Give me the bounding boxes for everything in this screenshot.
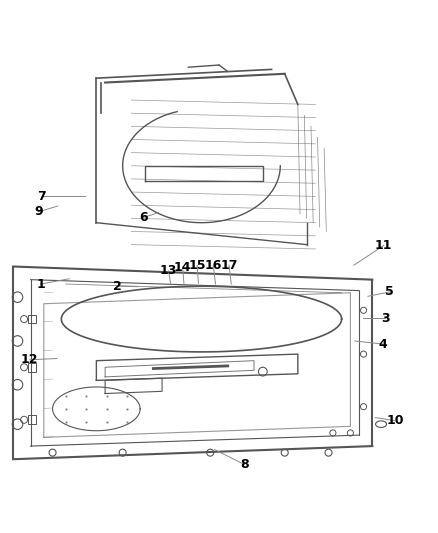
Text: 2: 2 <box>113 280 122 293</box>
Text: 8: 8 <box>240 458 249 471</box>
Text: 10: 10 <box>386 414 404 427</box>
Bar <box>28 363 36 372</box>
Text: 7: 7 <box>37 190 46 203</box>
Bar <box>28 314 36 324</box>
Text: 14: 14 <box>174 261 191 274</box>
Text: 5: 5 <box>385 285 394 298</box>
Text: 6: 6 <box>139 211 148 224</box>
Text: 13: 13 <box>160 264 177 277</box>
Text: 17: 17 <box>220 259 238 272</box>
Text: 4: 4 <box>378 337 387 351</box>
Text: 12: 12 <box>21 353 39 366</box>
Text: 11: 11 <box>375 239 392 252</box>
Text: 15: 15 <box>188 259 206 272</box>
Text: 9: 9 <box>34 205 43 218</box>
Text: 3: 3 <box>381 312 390 325</box>
Text: 1: 1 <box>36 278 45 290</box>
Bar <box>28 415 36 424</box>
Text: 16: 16 <box>205 259 222 272</box>
